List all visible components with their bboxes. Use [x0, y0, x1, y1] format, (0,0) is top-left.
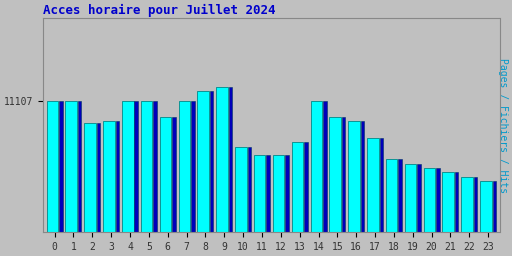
Bar — [122, 101, 134, 232]
Bar — [216, 87, 228, 232]
Bar — [348, 121, 360, 232]
Bar — [116, 121, 119, 232]
Bar — [329, 117, 341, 232]
Bar — [160, 117, 171, 232]
Bar — [97, 123, 100, 232]
Bar — [436, 168, 440, 232]
Bar — [141, 101, 153, 232]
Text: Acces horaire pour Juillet 2024: Acces horaire pour Juillet 2024 — [43, 4, 276, 17]
Y-axis label: Pages / Fichiers / Hits: Pages / Fichiers / Hits — [498, 58, 508, 193]
Bar — [285, 155, 289, 232]
Bar — [323, 101, 327, 232]
Bar — [405, 164, 416, 232]
Bar — [386, 159, 397, 232]
Bar — [78, 101, 81, 232]
Bar — [179, 101, 190, 232]
Bar — [103, 121, 115, 232]
Bar — [442, 172, 454, 232]
Bar — [379, 138, 383, 232]
Bar — [135, 101, 138, 232]
Bar — [235, 147, 247, 232]
Bar — [304, 142, 308, 232]
Bar — [480, 181, 492, 232]
Bar — [191, 101, 195, 232]
Bar — [361, 121, 364, 232]
Bar — [210, 91, 214, 232]
Bar — [172, 117, 176, 232]
Bar — [493, 181, 496, 232]
Bar — [292, 142, 303, 232]
Bar — [310, 101, 322, 232]
Bar — [198, 91, 209, 232]
Bar — [273, 155, 284, 232]
Bar — [423, 168, 435, 232]
Bar — [398, 159, 402, 232]
Bar — [266, 155, 270, 232]
Bar — [461, 177, 473, 232]
Bar — [153, 101, 157, 232]
Bar — [59, 101, 62, 232]
Bar — [417, 164, 421, 232]
Bar — [455, 172, 458, 232]
Bar — [367, 138, 378, 232]
Bar — [342, 117, 346, 232]
Bar — [248, 147, 251, 232]
Bar — [84, 123, 96, 232]
Bar — [229, 87, 232, 232]
Bar — [47, 101, 58, 232]
Bar — [66, 101, 77, 232]
Bar — [254, 155, 266, 232]
Bar — [474, 177, 477, 232]
